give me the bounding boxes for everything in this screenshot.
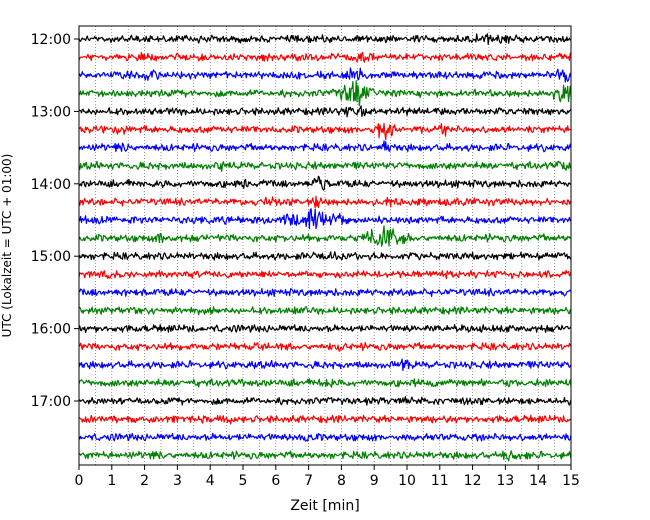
x-tick-label: 0 [75, 473, 84, 489]
trace-1345 [78, 160, 571, 172]
x-tick-label: 8 [337, 473, 346, 489]
x-tick-label: 13 [496, 473, 514, 489]
trace-1315 [78, 122, 572, 141]
trace-1445 [78, 225, 571, 247]
trace-1615 [78, 341, 572, 352]
trace-1200 [78, 33, 572, 45]
y-tick-label: 15:00 [31, 249, 71, 265]
x-tick-label: 3 [173, 473, 182, 489]
x-axis-ticks: 0 1 2 3 4 5 6 7 8 9 10 11 12 13 14 15 [75, 465, 580, 489]
y-tick-label: 12:00 [31, 32, 71, 48]
trace-1500 [78, 251, 572, 261]
trace-1745 [79, 450, 572, 462]
x-tick-label: 2 [140, 473, 149, 489]
plot-frame [78, 25, 572, 466]
trace-1400 [78, 175, 572, 191]
trace-1545 [78, 306, 572, 316]
y-axis-label: UTC (Lokalzeit = UTC + 01:00) [0, 154, 14, 338]
trace-1645 [78, 378, 572, 388]
x-tick-label: 12 [464, 473, 482, 489]
trace-1730 [78, 432, 572, 442]
trace-1530 [78, 287, 572, 297]
x-tick-label: 4 [206, 473, 215, 489]
x-tick-label: 11 [431, 473, 449, 489]
x-tick-label: 1 [107, 473, 116, 489]
trace-1630 [78, 358, 572, 372]
trace-1215 [78, 51, 572, 63]
trace-1515 [78, 269, 572, 280]
trace-1230 [78, 67, 572, 83]
y-tick-label: 16:00 [31, 322, 71, 338]
seismic-traces [78, 33, 572, 462]
y-tick-label: 14:00 [31, 177, 71, 193]
x-tick-label: 9 [370, 473, 379, 489]
y-axis-ticks: 12:00 13:00 14:00 15:00 16:00 17:00 [31, 32, 79, 410]
x-tick-label: 15 [562, 473, 580, 489]
x-tick-label: 6 [271, 473, 280, 489]
y-tick-label: 17:00 [31, 394, 71, 410]
trace-1600 [78, 324, 572, 333]
trace-1330 [78, 140, 572, 153]
trace-1300 [78, 105, 572, 118]
trace-1715 [78, 414, 572, 425]
trace-1700 [78, 396, 572, 406]
trace-1245 [78, 80, 572, 107]
x-tick-label: 10 [398, 473, 416, 489]
x-axis-label: Zeit [min] [290, 498, 359, 514]
x-tick-label: 7 [304, 473, 313, 489]
y-tick-label: 13:00 [31, 104, 71, 120]
trace-1415 [78, 195, 572, 209]
x-tick-label: 5 [239, 473, 248, 489]
x-tick-label: 14 [529, 473, 547, 489]
trace-1430 [78, 208, 572, 230]
